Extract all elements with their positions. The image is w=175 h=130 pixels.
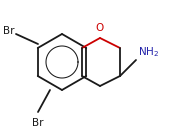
Text: O: O — [96, 23, 104, 33]
Text: Br: Br — [2, 26, 14, 36]
Text: Br: Br — [32, 118, 44, 128]
Text: NH$_2$: NH$_2$ — [138, 45, 159, 59]
